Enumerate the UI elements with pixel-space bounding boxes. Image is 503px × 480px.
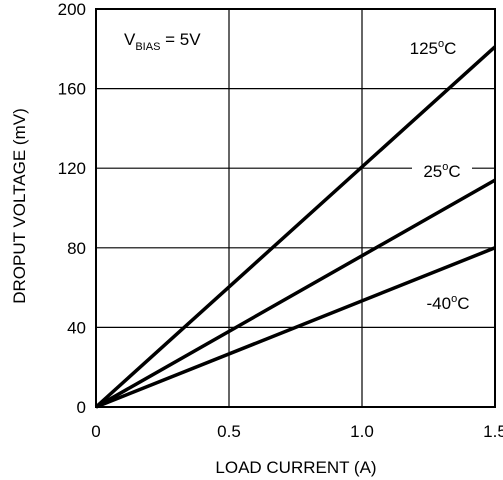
series-label-degree-0: o	[438, 38, 444, 50]
grid	[95, 8, 496, 408]
series-label-unit-2: C	[457, 294, 469, 313]
series-label-unit-1: C	[448, 162, 460, 181]
x-tick-label-0: 0	[91, 422, 100, 441]
plot-frame	[95, 8, 496, 408]
y-tick-label-4: 160	[58, 80, 86, 99]
x-tick-labels: 0 0.5 1.0 1.5	[91, 422, 503, 441]
y-tick-label-0: 0	[77, 398, 86, 417]
series-label-degree-1: o	[442, 161, 448, 173]
series-label-value-0: 125	[410, 39, 438, 58]
y-tick-label-1: 40	[67, 318, 86, 337]
series-label-degree-2: o	[451, 293, 457, 305]
series-label-unit-0: C	[444, 39, 456, 58]
series-label-value-2: -40	[427, 294, 452, 313]
series-label-value-1: 25	[423, 162, 442, 181]
x-tick-label-3: 1.5	[483, 422, 503, 441]
y-tick-label-2: 80	[67, 239, 86, 258]
series-lines	[94, 45, 497, 409]
y-tick-label-3: 120	[58, 159, 86, 178]
series-label-0: 125oC	[410, 38, 457, 58]
y-tick-labels: 0 40 80 120 160 200	[58, 0, 86, 417]
x-axis-label: LOAD CURRENT (A)	[215, 458, 376, 477]
series-label-bg-0	[403, 36, 463, 60]
series-label-bg-2	[418, 291, 478, 315]
bias-annotation-main: V	[124, 30, 136, 49]
y-axis-label: DROPUT VOLTAGE (mV)	[10, 108, 29, 304]
y-tick-label-5: 200	[58, 0, 86, 19]
x-tick-label-1: 0.5	[217, 422, 241, 441]
series-line-1	[95, 178, 496, 409]
series-line-0	[94, 45, 497, 409]
bias-annotation-sub: BIAS	[135, 41, 160, 53]
series-line-2	[95, 246, 496, 409]
bias-annotation-rest: = 5V	[160, 30, 201, 49]
series-label-bg-1	[412, 159, 472, 183]
series-label-1: 25oC	[423, 161, 460, 181]
bias-annotation: VBIAS = 5V	[124, 30, 201, 53]
x-tick-label-2: 1.0	[350, 422, 374, 441]
series-label-2: -40oC	[427, 293, 470, 313]
